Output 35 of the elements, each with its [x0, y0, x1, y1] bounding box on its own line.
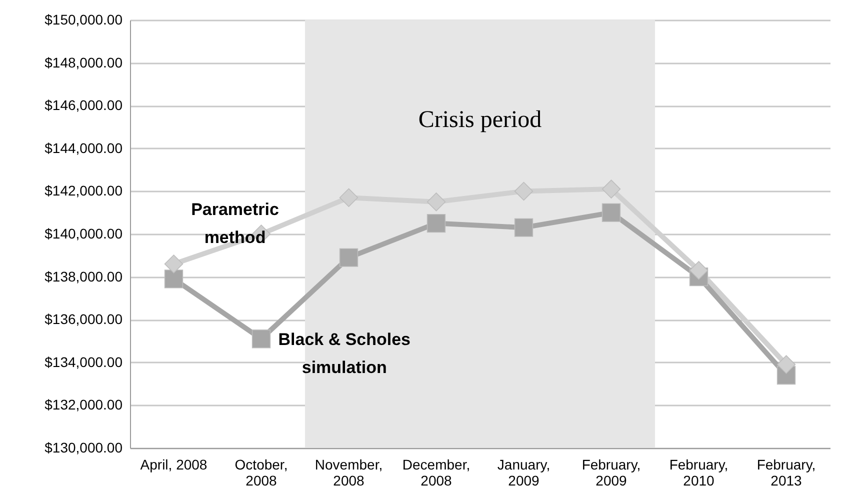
- y-tick-label: $134,000.00: [44, 354, 123, 370]
- x-tick-label: December, 2008: [402, 456, 470, 488]
- x-tick-label: January, 2009: [497, 456, 550, 488]
- x-tick-label: November, 2008: [314, 456, 383, 488]
- y-tick-label: $136,000.00: [44, 311, 123, 328]
- y-tick-label: $140,000.00: [44, 226, 123, 242]
- band-label: Crisis period: [418, 107, 542, 133]
- point: [164, 270, 184, 288]
- point: [339, 248, 358, 267]
- y-tick-label: $144,000.00: [44, 140, 123, 156]
- y-tick-label: $132,000.00: [44, 396, 123, 413]
- point: [514, 218, 534, 237]
- y-tick-label: $150,000.00: [44, 12, 123, 28]
- point: [426, 192, 446, 212]
- x-tick-label: October, 2008: [234, 456, 288, 488]
- x-tick-label: February, 2013: [756, 456, 816, 488]
- point: [776, 355, 796, 374]
- y-tick-label: $146,000.00: [44, 97, 123, 114]
- point: [514, 182, 534, 201]
- series-label: Black & Scholes simulation: [278, 330, 411, 377]
- series-label: Parametric method: [191, 200, 279, 247]
- point: [602, 203, 621, 222]
- y-tick-label: $148,000.00: [44, 54, 123, 70]
- x-tick-label: February, 2009: [582, 456, 641, 488]
- point: [426, 214, 446, 233]
- point: [252, 330, 271, 348]
- y-tick-label: $142,000.00: [44, 182, 123, 199]
- x-tick-label: April, 2008: [140, 456, 208, 472]
- point: [602, 180, 621, 198]
- x-tick-label: February, 2010: [669, 456, 728, 488]
- point: [339, 188, 358, 207]
- point: [689, 261, 708, 280]
- point: [164, 254, 184, 274]
- y-tick-label: $130,000.00: [44, 440, 123, 456]
- y-tick-label: $138,000.00: [44, 268, 123, 284]
